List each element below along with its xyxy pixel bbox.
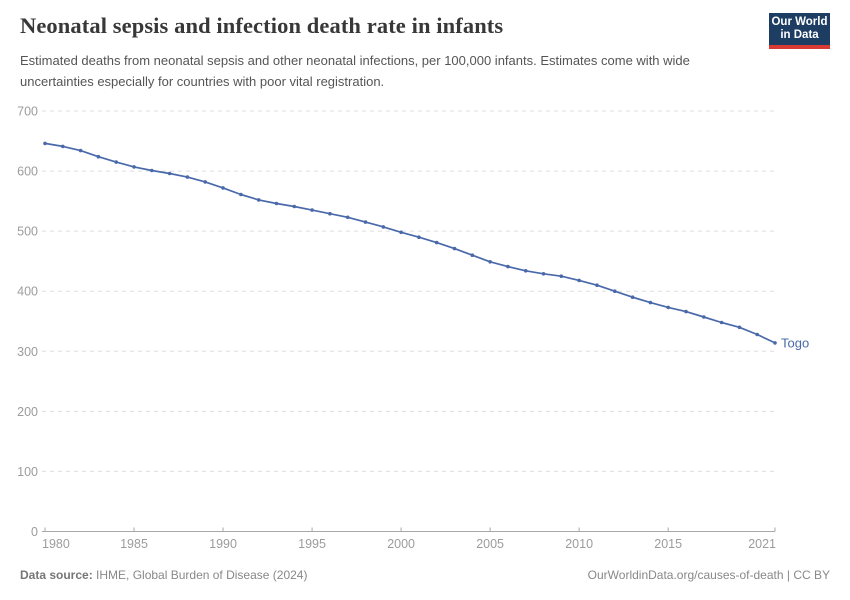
x-axis-tick-label: 2021 xyxy=(748,537,776,551)
data-point xyxy=(399,230,403,235)
data-point xyxy=(43,141,47,146)
data-source-prefix: Data source: xyxy=(20,568,93,582)
y-axis-tick-label: 200 xyxy=(17,405,38,419)
data-point xyxy=(96,154,101,159)
data-point xyxy=(613,289,617,294)
data-point xyxy=(310,208,314,212)
data-point xyxy=(132,165,136,169)
data-point xyxy=(292,204,297,209)
data-point xyxy=(381,225,386,229)
y-axis-tick-label: 300 xyxy=(17,345,38,359)
data-point xyxy=(274,201,279,206)
y-axis-tick-label: 700 xyxy=(17,105,38,119)
y-axis-tick-label: 400 xyxy=(17,285,38,299)
y-axis-tick-label: 0 xyxy=(31,525,38,539)
y-axis-tick-label: 100 xyxy=(17,465,38,479)
owid-citation-link[interactable]: OurWorldinData.org/causes-of-death | CC … xyxy=(587,568,830,582)
y-axis-tick-label: 600 xyxy=(17,165,38,179)
data-point xyxy=(167,171,172,176)
data-point xyxy=(185,175,190,179)
data-source-text: IHME, Global Burden of Disease (2024) xyxy=(92,568,308,582)
data-point xyxy=(239,192,243,197)
data-point xyxy=(666,305,670,310)
x-axis-tick-label: 1995 xyxy=(298,537,326,551)
series-label-togo[interactable]: Togo xyxy=(781,335,809,350)
data-point xyxy=(755,332,759,337)
data-point xyxy=(737,325,742,330)
x-axis-tick-label: 2015 xyxy=(654,537,682,551)
owid-logo-line2: in Data xyxy=(780,29,819,41)
x-axis-tick-label: 1980 xyxy=(42,537,70,551)
owid-logo[interactable]: Our World in Data xyxy=(769,13,830,49)
y-axis-tick-label: 500 xyxy=(17,225,38,239)
series-line-togo xyxy=(44,142,776,344)
data-point xyxy=(506,264,510,269)
data-point xyxy=(648,300,653,305)
data-source: Data source: IHME, Global Burden of Dise… xyxy=(20,568,307,582)
data-point xyxy=(221,186,225,190)
data-point xyxy=(434,240,439,245)
data-point xyxy=(577,278,581,283)
data-point xyxy=(78,148,83,153)
data-point xyxy=(595,283,599,288)
data-point xyxy=(684,309,688,314)
data-point xyxy=(630,295,635,300)
x-axis-tick-label: 2000 xyxy=(387,537,415,551)
data-point xyxy=(203,180,207,184)
owid-logo-line1: Our World xyxy=(771,16,828,28)
x-axis-tick-label: 2005 xyxy=(476,537,504,551)
x-axis-tick-label: 1990 xyxy=(209,537,237,551)
data-point xyxy=(345,215,350,220)
page-title: Neonatal sepsis and infection death rate… xyxy=(20,13,504,38)
x-axis-tick-label: 2010 xyxy=(565,537,593,551)
data-point xyxy=(363,220,368,224)
data-point xyxy=(328,211,332,216)
x-axis-tick-label: 1985 xyxy=(120,537,148,551)
data-point xyxy=(523,269,528,273)
data-point xyxy=(702,315,706,319)
data-point xyxy=(541,272,546,276)
data-point xyxy=(719,320,724,325)
data-point xyxy=(61,144,65,149)
data-point xyxy=(488,260,492,264)
data-point xyxy=(773,341,777,345)
data-point xyxy=(452,246,457,251)
data-point xyxy=(256,198,261,202)
data-point xyxy=(417,235,421,239)
data-point xyxy=(150,168,154,173)
data-point xyxy=(114,160,118,164)
data-point xyxy=(559,274,564,279)
chart-subtitle: Estimated deaths from neonatal sepsis an… xyxy=(20,53,690,89)
chart-footer: Data source: IHME, Global Burden of Dise… xyxy=(20,568,830,582)
data-point xyxy=(470,253,475,257)
